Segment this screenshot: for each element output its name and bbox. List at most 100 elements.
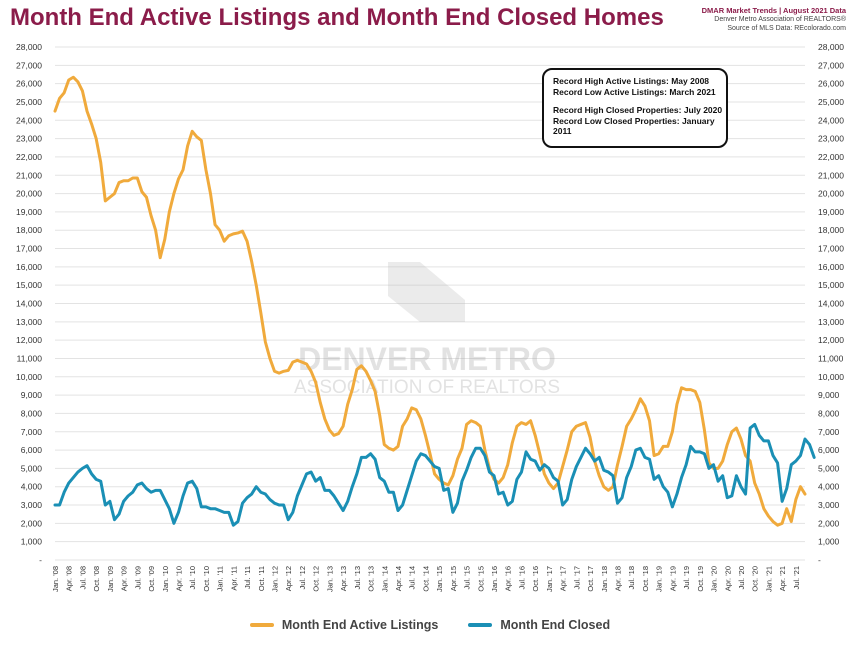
x-tick-label: Oct. '20 (751, 566, 760, 592)
y-tick-label: 22,000 (16, 152, 42, 162)
x-tick-label: Apr. '18 (614, 566, 623, 591)
y-tick-label: 10,000 (818, 372, 844, 382)
y-tick-label: 7,000 (21, 427, 43, 437)
x-tick-label: Jan. '14 (380, 566, 389, 592)
y-tick-label: 28,000 (16, 42, 42, 52)
y-tick-label: 20,000 (16, 189, 42, 199)
x-tick-label: Jan. '10 (161, 566, 170, 592)
legend-swatch-closed (468, 623, 493, 627)
y-tick-label: 2,000 (818, 518, 840, 528)
x-tick-label: Oct. '15 (476, 566, 485, 592)
x-tick-label: Jul. '08 (78, 566, 87, 590)
x-tick-label: Jan. '18 (600, 566, 609, 592)
source-label: Source of MLS Data: REcolorado.com (727, 25, 846, 32)
x-tick-label: Oct. '12 (312, 566, 321, 592)
y-tick-label: 15,000 (16, 280, 42, 290)
x-tick-label: Jan. '11 (216, 566, 225, 591)
y-tick-label: 26,000 (818, 79, 844, 89)
y-axis-left: 28,000 27,000 26,000 25,000 24,000 23,000 22,0… (16, 42, 42, 565)
y-tick-label: 3,000 (818, 500, 840, 510)
y-tick-label: 26,000 (16, 79, 42, 89)
x-tick-label: Apr. '13 (339, 566, 348, 591)
y-tick-label: 11,000 (17, 353, 43, 363)
y-tick-label: 19,000 (16, 207, 42, 217)
legend-label-closed: Month End Closed (500, 618, 611, 632)
x-tick-label: Oct. '18 (641, 566, 650, 592)
y-tick-label: 20,000 (818, 189, 844, 199)
y-tick-label: 17,000 (818, 244, 844, 254)
y-tick-label: 23,000 (16, 134, 42, 144)
record-low-active: Record Low Active Listings: March 2021 (553, 86, 716, 97)
y-axis-right: 28,000 27,000 26,000 25,000 24,000 23,000 22,0… (818, 42, 844, 565)
y-tick-label: 13,000 (16, 317, 42, 327)
y-tick-label: 28,000 (818, 42, 844, 52)
x-tick-label: Apr. '19 (668, 566, 677, 591)
x-tick-label: Apr. '17 (559, 566, 568, 591)
y-tick-label: 27,000 (16, 60, 42, 70)
x-tick-label: Jul. '13 (353, 566, 362, 590)
x-tick-label: Oct. '19 (696, 566, 705, 592)
x-tick-label: Jul. '16 (517, 566, 526, 590)
x-tick-label: Jan. '12 (271, 566, 280, 592)
x-tick-label: Jan. '16 (490, 566, 499, 592)
x-tick-label: Jan. '17 (545, 566, 554, 592)
y-tick-label: 7,000 (818, 427, 840, 437)
y-tick-label: 9,000 (21, 390, 43, 400)
y-tick-label: 11,000 (818, 353, 844, 363)
y-tick-label: 12,000 (818, 335, 844, 345)
y-tick-label: 21,000 (818, 170, 844, 180)
y-tick-label: - (39, 555, 42, 565)
legend-item-active: Month End Active Listings (249, 618, 439, 632)
y-tick-label: 2,000 (21, 518, 43, 528)
y-tick-label: - (818, 555, 821, 565)
y-tick-label: 25,000 (818, 97, 844, 107)
report-label: DMAR Market Trends | August 2021 Data (701, 6, 846, 15)
series-line-closed (53, 422, 816, 527)
y-tick-label: 16,000 (818, 262, 844, 272)
y-tick-label: 5,000 (818, 463, 840, 473)
y-tick-label: 6,000 (21, 445, 43, 455)
y-tick-label: 8,000 (21, 408, 43, 418)
line-chart: DENVER METRO ASSOCIATION OF REALTORS 28,… (16, 42, 844, 592)
x-tick-label: Jul. '14 (408, 566, 417, 590)
y-tick-label: 27,000 (818, 60, 844, 70)
x-tick-label: Apr. '12 (284, 566, 293, 591)
x-tick-label: Apr. '15 (449, 566, 458, 591)
x-tick-label: Jan. '21 (764, 566, 773, 592)
y-tick-label: 23,000 (818, 134, 844, 144)
y-tick-label: 1,000 (818, 537, 840, 547)
x-tick-label: Oct. '13 (367, 566, 376, 592)
x-tick-label: Jul. '20 (737, 566, 746, 590)
x-tick-label: Oct. '11 (257, 566, 266, 591)
x-tick-label: Jan. '20 (710, 566, 719, 592)
y-tick-label: 19,000 (818, 207, 844, 217)
y-tick-label: 4,000 (818, 482, 840, 492)
y-tick-label: 12,000 (16, 335, 42, 345)
y-tick-label: 24,000 (818, 115, 844, 125)
x-tick-label: Oct. '17 (586, 566, 595, 592)
x-tick-label: Jul. '18 (627, 566, 636, 590)
x-tick-label: Jan. '09 (106, 566, 115, 592)
watermark-line2: ASSOCIATION OF REALTORS (294, 377, 560, 398)
x-tick-label: Oct. '09 (147, 566, 156, 592)
x-tick-label: Jul. '09 (133, 566, 142, 590)
x-tick-label: Apr. '14 (394, 566, 403, 591)
record-info-box: Record High Active Listings: May 2008 Re… (542, 68, 728, 148)
x-tick-label: Apr. '20 (723, 566, 732, 591)
x-tick-label: Apr. '10 (174, 566, 183, 591)
x-tick-label: Jul. '21 (792, 566, 801, 590)
record-low-closed: Record Low Closed Properties: January 20… (553, 115, 715, 137)
x-tick-label: Oct. '10 (202, 566, 211, 592)
y-tick-label: 13,000 (818, 317, 844, 327)
y-tick-label: 18,000 (16, 225, 42, 235)
x-tick-label: Jul. '10 (188, 566, 197, 590)
x-tick-label: Jul. '12 (298, 566, 307, 590)
x-tick-label: Jan. '13 (325, 566, 334, 592)
y-tick-label: 9,000 (818, 390, 840, 400)
watermark-line1: DENVER METRO (298, 341, 556, 377)
x-tick-label: Oct. '14 (421, 566, 430, 592)
source-block: DMAR Market Trends | August 2021 Data De… (702, 6, 846, 33)
legend-label-active: Month End Active Listings (281, 618, 439, 632)
record-high-closed: Record High Closed Properties: July 2020 (553, 105, 723, 115)
x-tick-label: Oct. '08 (92, 566, 101, 592)
